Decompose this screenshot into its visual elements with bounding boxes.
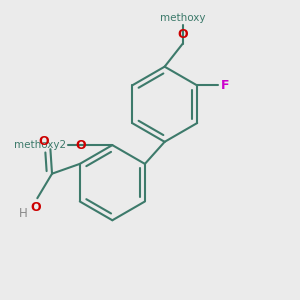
Text: methoxy2: methoxy2	[14, 140, 66, 150]
Text: O: O	[38, 134, 49, 148]
Text: methoxy: methoxy	[160, 13, 206, 22]
Text: H: H	[19, 207, 28, 220]
Text: O: O	[177, 28, 188, 41]
Text: O: O	[30, 201, 41, 214]
Text: F: F	[221, 79, 230, 92]
Text: O: O	[76, 139, 86, 152]
